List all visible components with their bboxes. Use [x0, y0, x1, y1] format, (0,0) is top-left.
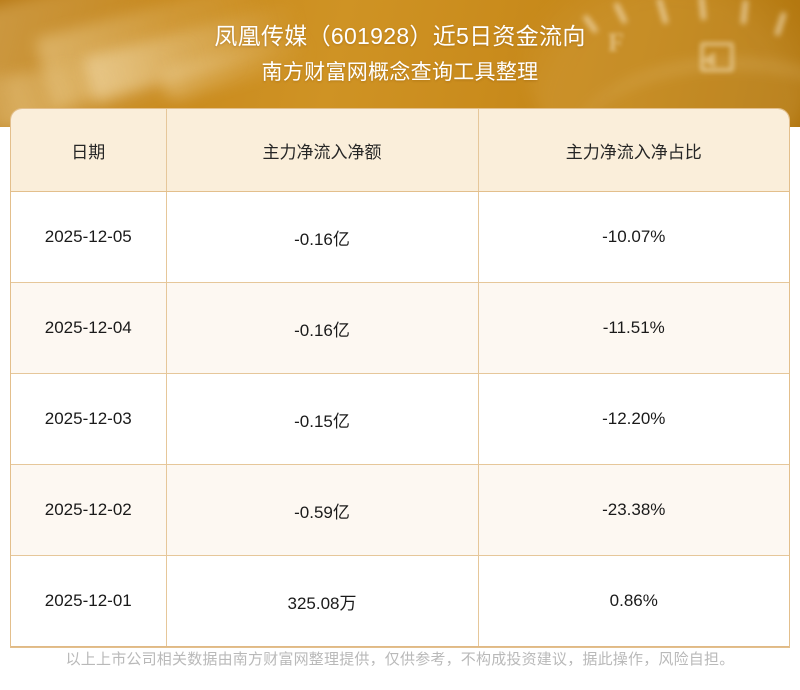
cell-net-amount: -0.59亿 [166, 464, 479, 556]
cell-net-ratio: -12.20% [478, 373, 789, 465]
disclaimer-text: 以上上市公司相关数据由南方财富网整理提供，仅供参考，不构成投资建议，据此操作，风… [65, 651, 735, 668]
cell-date: 2025-12-02 [11, 464, 167, 556]
header-title-block: 凤凰传媒（601928）近5日资金流向 南方财富网概念查询工具整理 [0, 0, 800, 87]
header-banner: F 凤凰传媒（601928）近5日资金流向 南方财富网概念查询工具整理 [0, 0, 800, 127]
column-header-net-ratio: 主力净流入净占比 [478, 109, 789, 192]
cell-net-amount: 325.08万 [166, 555, 479, 647]
cell-date: 2025-12-03 [11, 373, 167, 465]
table-header-row: 日期 主力净流入净额 主力净流入净占比 [11, 109, 789, 192]
fuel-pump-icon [700, 42, 734, 72]
cell-net-ratio: -23.38% [478, 464, 789, 556]
cell-net-amount: -0.16亿 [166, 282, 479, 374]
column-header-net-amount: 主力净流入净额 [166, 109, 479, 192]
page-subtitle: 南方财富网概念查询工具整理 [261, 61, 539, 85]
table-row: 2025-12-03 -0.15亿 -12.20% [11, 373, 789, 465]
gauge-label: F [608, 28, 624, 57]
cell-date: 2025-12-05 [11, 191, 167, 283]
page-title: 凤凰传媒（601928）近5日资金流向 [214, 23, 586, 49]
cell-net-amount: -0.15亿 [166, 373, 479, 465]
fund-flow-table: 日期 主力净流入净额 主力净流入净占比 2025-12-05 -0.16亿 -1… [11, 109, 789, 647]
cell-date: 2025-12-01 [11, 555, 167, 647]
gauge-arc-icon [566, 60, 800, 127]
column-header-date: 日期 [11, 109, 167, 192]
table-row: 2025-12-02 -0.59亿 -23.38% [11, 464, 789, 556]
cell-net-ratio: -10.07% [478, 191, 789, 283]
gauge-needle-icon [688, 52, 715, 68]
table-row: 2025-12-01 325.08万 0.86% [11, 555, 789, 647]
cell-net-ratio: 0.86% [478, 555, 789, 647]
cell-net-ratio: -11.51% [478, 282, 789, 374]
cell-net-amount: -0.16亿 [166, 191, 479, 283]
fund-flow-table-card: 日期 主力净流入净额 主力净流入净占比 2025-12-05 -0.16亿 -1… [10, 108, 790, 648]
cell-date: 2025-12-04 [11, 282, 167, 374]
table-row: 2025-12-04 -0.16亿 -11.51% [11, 282, 789, 374]
table-row: 2025-12-05 -0.16亿 -10.07% [11, 191, 789, 283]
